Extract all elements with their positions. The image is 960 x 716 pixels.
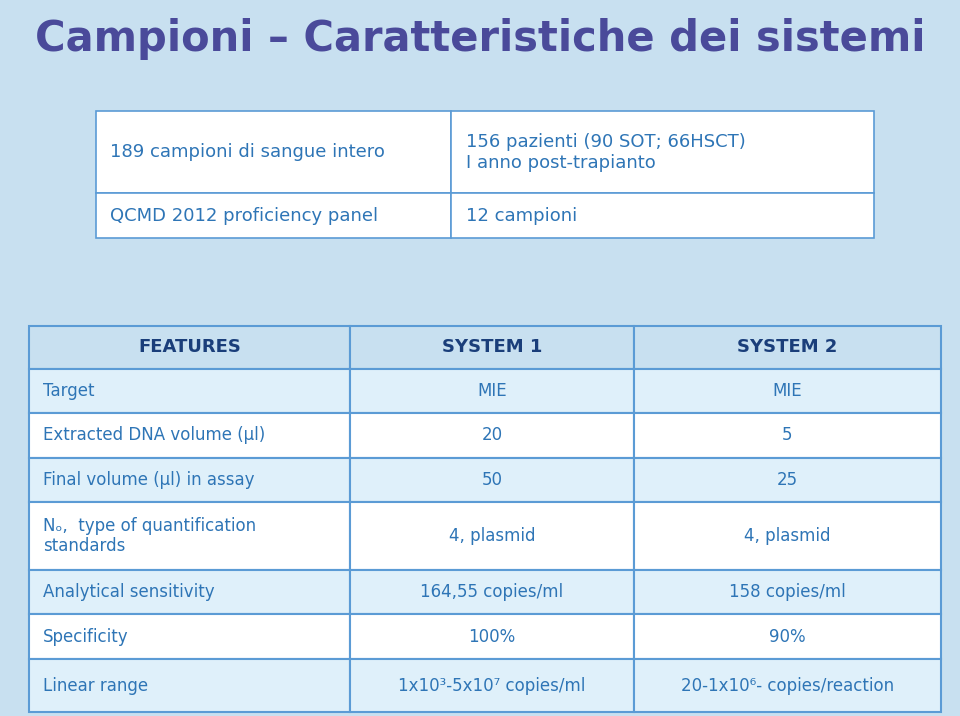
- Text: 164,55 copies/ml: 164,55 copies/ml: [420, 583, 564, 601]
- Text: 4, plasmid: 4, plasmid: [448, 527, 536, 545]
- Text: 100%: 100%: [468, 627, 516, 646]
- FancyBboxPatch shape: [29, 413, 350, 458]
- FancyBboxPatch shape: [451, 193, 874, 238]
- Text: FEATURES: FEATURES: [138, 338, 241, 357]
- Text: Extracted DNA volume (µl): Extracted DNA volume (µl): [43, 426, 266, 445]
- Text: Nₒ,  type of quantification
standards: Nₒ, type of quantification standards: [43, 516, 256, 556]
- Text: 189 campioni di sangue intero: 189 campioni di sangue intero: [110, 143, 385, 161]
- Text: 90%: 90%: [769, 627, 805, 646]
- FancyBboxPatch shape: [350, 369, 634, 413]
- FancyBboxPatch shape: [96, 193, 451, 238]
- FancyBboxPatch shape: [451, 111, 874, 193]
- Text: SYSTEM 1: SYSTEM 1: [442, 338, 542, 357]
- Text: MIE: MIE: [477, 382, 507, 400]
- FancyBboxPatch shape: [634, 659, 941, 712]
- Text: 1x10³-5x10⁷ copies/ml: 1x10³-5x10⁷ copies/ml: [398, 677, 586, 695]
- Text: 5: 5: [782, 426, 792, 445]
- FancyBboxPatch shape: [350, 326, 634, 369]
- Text: 158 copies/ml: 158 copies/ml: [729, 583, 846, 601]
- FancyBboxPatch shape: [350, 502, 634, 570]
- FancyBboxPatch shape: [634, 502, 941, 570]
- FancyBboxPatch shape: [350, 570, 634, 614]
- Text: Campioni – Caratteristiche dei sistemi: Campioni – Caratteristiche dei sistemi: [35, 19, 925, 60]
- Text: 156 pazienti (90 SOT; 66HSCT)
I anno post-trapianto: 156 pazienti (90 SOT; 66HSCT) I anno pos…: [466, 132, 745, 172]
- Text: 20-1x10⁶- copies/reaction: 20-1x10⁶- copies/reaction: [681, 677, 894, 695]
- FancyBboxPatch shape: [29, 614, 350, 659]
- Text: Linear range: Linear range: [43, 677, 149, 695]
- FancyBboxPatch shape: [350, 413, 634, 458]
- FancyBboxPatch shape: [29, 458, 350, 502]
- FancyBboxPatch shape: [29, 570, 350, 614]
- Text: SYSTEM 2: SYSTEM 2: [737, 338, 837, 357]
- FancyBboxPatch shape: [634, 326, 941, 369]
- FancyBboxPatch shape: [634, 413, 941, 458]
- Text: Final volume (µl) in assay: Final volume (µl) in assay: [43, 470, 254, 489]
- Text: 4, plasmid: 4, plasmid: [744, 527, 830, 545]
- FancyBboxPatch shape: [29, 659, 350, 712]
- FancyBboxPatch shape: [634, 458, 941, 502]
- FancyBboxPatch shape: [634, 369, 941, 413]
- FancyBboxPatch shape: [29, 369, 350, 413]
- Text: Specificity: Specificity: [43, 627, 129, 646]
- Text: 20: 20: [481, 426, 503, 445]
- Text: Target: Target: [43, 382, 95, 400]
- Text: Analytical sensitivity: Analytical sensitivity: [43, 583, 215, 601]
- FancyBboxPatch shape: [29, 326, 350, 369]
- FancyBboxPatch shape: [96, 111, 451, 193]
- FancyBboxPatch shape: [350, 659, 634, 712]
- FancyBboxPatch shape: [634, 570, 941, 614]
- FancyBboxPatch shape: [350, 614, 634, 659]
- FancyBboxPatch shape: [29, 502, 350, 570]
- Text: MIE: MIE: [773, 382, 802, 400]
- Text: QCMD 2012 proficiency panel: QCMD 2012 proficiency panel: [110, 206, 378, 225]
- Text: 25: 25: [777, 470, 798, 489]
- FancyBboxPatch shape: [634, 614, 941, 659]
- Text: 12 campioni: 12 campioni: [466, 206, 577, 225]
- Text: 50: 50: [482, 470, 502, 489]
- FancyBboxPatch shape: [350, 458, 634, 502]
